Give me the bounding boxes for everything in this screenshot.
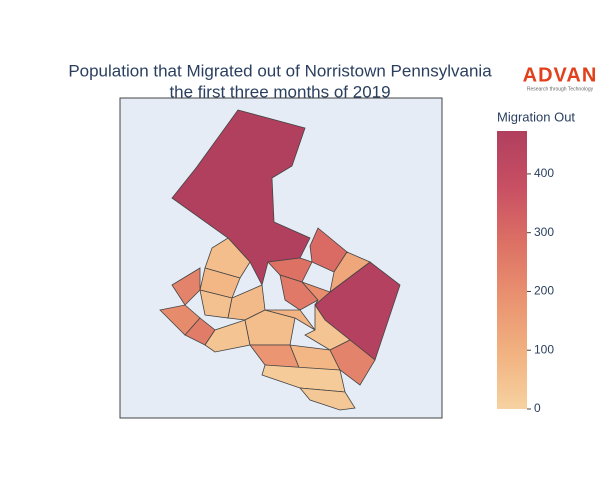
region	[299, 387, 356, 411]
colorbar	[497, 131, 527, 409]
logo-name: ADVAN	[523, 64, 598, 86]
region	[309, 227, 348, 273]
title-line: the first three months of 2019	[169, 82, 390, 101]
region	[244, 309, 296, 346]
colorbar-tick-label: 400	[534, 166, 554, 180]
colorbar-title: Migration Out	[497, 109, 575, 124]
colorbar-tick-label: 200	[534, 284, 554, 298]
title-line: Population that Migrated out of Norristo…	[68, 61, 492, 80]
colorbar-tick-label: 100	[534, 342, 554, 356]
region	[329, 339, 376, 386]
logo-tagline: Research through Technology	[527, 86, 594, 92]
regions	[159, 109, 401, 411]
region	[279, 274, 319, 311]
colorbar-ticks: 0 100 200 300 400	[527, 166, 554, 415]
colorbar-tick-label: 0	[534, 401, 541, 415]
colorbar-tick-label: 300	[534, 225, 554, 239]
